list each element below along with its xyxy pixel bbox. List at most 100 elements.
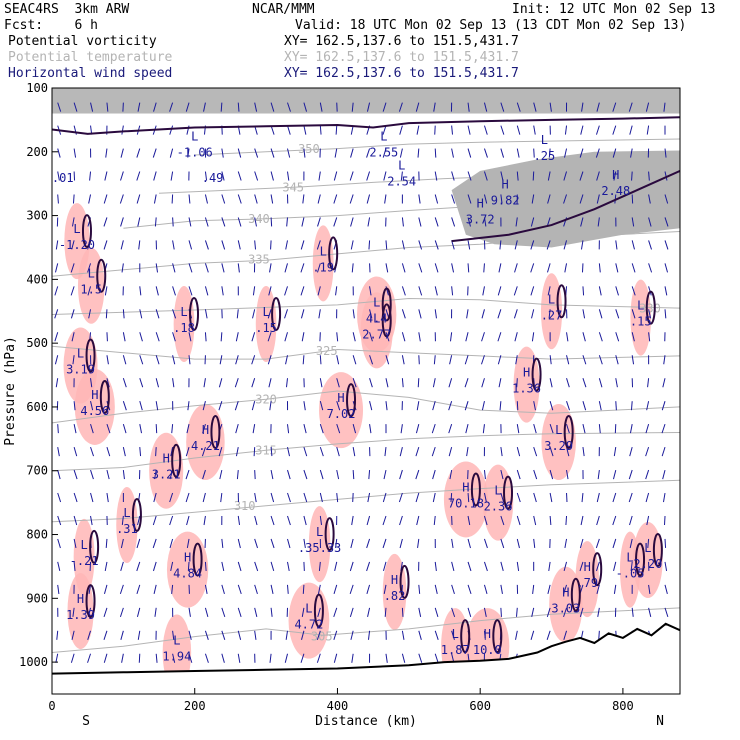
wind-vector (254, 102, 258, 112)
wind-vector (154, 217, 157, 227)
wind-vector (169, 515, 174, 526)
wind-vector (467, 240, 471, 250)
wind-vector (270, 447, 273, 457)
wind-vector (352, 332, 356, 342)
wind-vector (482, 286, 485, 296)
wind-vector (220, 102, 223, 112)
wind-vector (401, 263, 406, 273)
wind-vector (631, 332, 635, 342)
pv-shading-plume (549, 566, 583, 643)
wind-vector (415, 492, 420, 503)
wind-vector (563, 584, 568, 595)
wind-vector (418, 584, 421, 594)
wind-vector (187, 148, 190, 158)
wind-vector (596, 492, 600, 503)
wind-vector (549, 446, 554, 457)
wind-vector (547, 171, 551, 181)
wind-vector (221, 538, 224, 549)
wind-vector (103, 240, 108, 250)
wind-vector (302, 194, 305, 204)
wind-vector (483, 148, 488, 158)
wind-vector (434, 309, 437, 319)
feature-letter: L (398, 158, 405, 172)
wind-vector (153, 492, 157, 503)
wind-vector (612, 492, 617, 503)
wind-vector (137, 630, 141, 640)
wind-vector (366, 561, 371, 572)
wind-vector (401, 630, 405, 640)
wind-vector (285, 378, 288, 388)
wind-vector (500, 447, 503, 457)
wind-vector (434, 584, 438, 594)
wind-vector (533, 148, 535, 158)
wind-vector (401, 355, 405, 365)
wind-vector (270, 515, 275, 526)
wind-vector (220, 492, 223, 503)
wind-vector (90, 102, 94, 112)
wind-vector (317, 607, 321, 617)
wind-vector (186, 515, 190, 526)
wind-vector (662, 469, 666, 480)
feature-value: .18 (173, 321, 195, 335)
wind-vector (336, 355, 340, 365)
feature-value: .25 (534, 149, 556, 163)
wind-vector (530, 240, 535, 250)
wind-vector (254, 561, 259, 572)
wind-vector (139, 424, 143, 434)
wind-vector (367, 630, 371, 640)
feature-letter: L (373, 311, 380, 325)
wind-vector (349, 607, 354, 617)
wind-vector (646, 515, 650, 526)
wind-vector (595, 148, 600, 158)
wind-vector (251, 378, 256, 388)
wind-vector (319, 102, 323, 112)
y-tick-label: 1000 (19, 655, 48, 669)
wind-vector (566, 332, 569, 342)
feature-value: 3.29 (544, 439, 573, 453)
wind-vector (533, 102, 537, 112)
wind-vector (90, 492, 94, 503)
wind-vector (122, 355, 127, 365)
wind-vector (237, 217, 242, 227)
wind-vector (615, 378, 618, 388)
wind-vector (549, 469, 554, 480)
wind-vector (398, 102, 403, 112)
wind-vector (72, 355, 75, 365)
wind-vector (188, 355, 191, 365)
wind-vector (73, 148, 77, 158)
wind-vector (530, 217, 535, 227)
wind-vector (121, 653, 124, 663)
wind-vector (350, 148, 354, 158)
feature-value: -.05 (616, 567, 645, 581)
wind-vector (103, 194, 108, 204)
feature-value: -.21 (70, 554, 99, 568)
endpoint-right: N (656, 714, 664, 729)
wind-vector (318, 171, 321, 181)
wind-vector (434, 630, 439, 640)
wind-vector (301, 607, 305, 617)
wind-vector (56, 630, 59, 640)
wind-vector (648, 607, 652, 617)
wind-vector (318, 309, 321, 319)
wind-vector (483, 630, 486, 640)
wind-vector (401, 653, 406, 663)
wind-vector (106, 423, 111, 434)
wind-vector (448, 401, 453, 411)
wind-vector (513, 286, 518, 296)
wind-vector (399, 538, 403, 549)
wind-vector (137, 217, 141, 227)
wind-vector (285, 355, 288, 365)
wind-vector (516, 446, 521, 457)
wind-vector (580, 125, 584, 135)
wind-vector (530, 286, 535, 296)
wind-vector (483, 194, 488, 204)
wind-vector (70, 653, 75, 663)
wind-vector (500, 194, 503, 204)
wind-vector (530, 630, 535, 640)
pv-contour-tower (99, 379, 110, 414)
feature-value: 2.48 (601, 184, 630, 198)
wind-vector (533, 492, 537, 503)
wind-vector (566, 401, 571, 411)
isentrope-line (52, 390, 680, 424)
wind-vector (629, 515, 633, 526)
